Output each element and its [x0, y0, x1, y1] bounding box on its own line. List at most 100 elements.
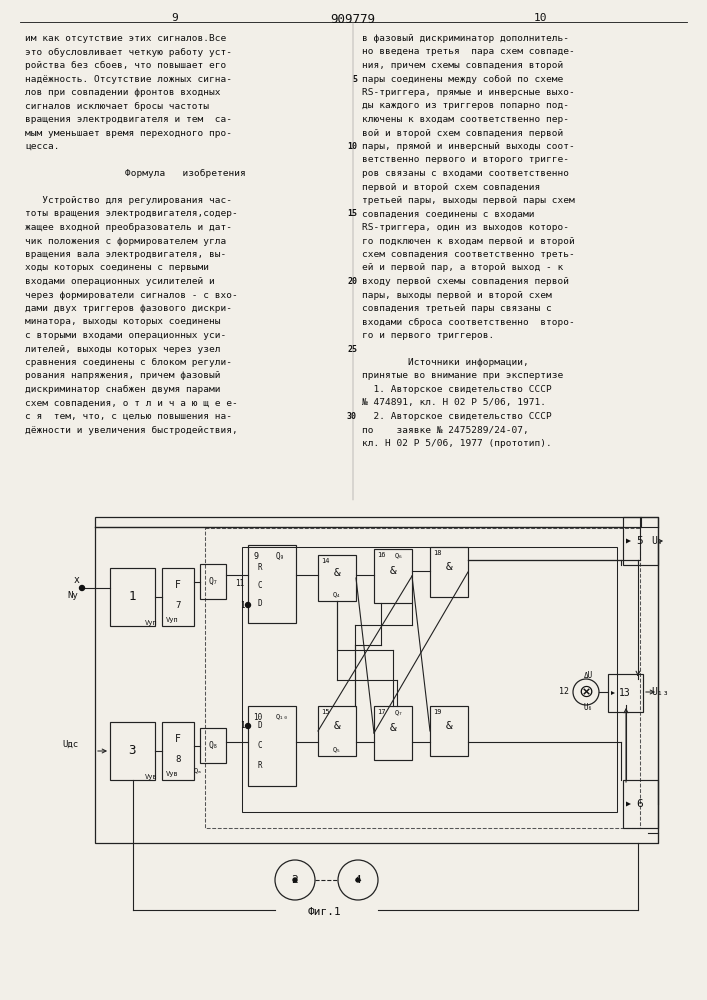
- Text: &: &: [390, 723, 397, 733]
- Text: &: &: [390, 566, 397, 576]
- Text: но введена третья  пара схем совпаде-: но введена третья пара схем совпаде-: [362, 47, 575, 56]
- Text: 15: 15: [347, 210, 357, 219]
- Text: 5: 5: [636, 536, 643, 546]
- Text: чик положения с формирователем угла: чик положения с формирователем угла: [25, 236, 226, 245]
- Text: третьей пары, выходы первой пары схем: третьей пары, выходы первой пары схем: [362, 196, 575, 205]
- Text: 9: 9: [253, 552, 258, 561]
- Text: совпадения третьей пары связаны с: совпадения третьей пары связаны с: [362, 304, 551, 313]
- Text: Vуп: Vуп: [166, 617, 179, 623]
- Text: в фазовый дискриминатор дополнитель-: в фазовый дискриминатор дополнитель-: [362, 34, 569, 43]
- Text: вой и второй схем совпадения первой: вой и второй схем совпадения первой: [362, 128, 563, 137]
- Text: первой и второй схем совпадения: первой и второй схем совпадения: [362, 182, 540, 192]
- Text: 10: 10: [533, 13, 547, 23]
- Text: ров связаны с входами соответственно: ров связаны с входами соответственно: [362, 169, 569, 178]
- Text: &: &: [334, 721, 340, 731]
- Text: 7: 7: [175, 601, 181, 610]
- Text: входами операционных усилителей и: входами операционных усилителей и: [25, 277, 215, 286]
- Text: вращения вала электродвигателя, вы-: вращения вала электродвигателя, вы-: [25, 250, 226, 259]
- Circle shape: [293, 878, 297, 882]
- Text: это обусловливает четкую работу уст-: это обусловливает четкую работу уст-: [25, 47, 232, 57]
- Text: через формирователи сигналов - с вхо-: через формирователи сигналов - с вхо-: [25, 290, 238, 300]
- Text: 20: 20: [347, 277, 357, 286]
- Text: ей и первой пар, а второй выход - к: ей и первой пар, а второй выход - к: [362, 263, 563, 272]
- Text: ΔU: ΔU: [583, 672, 592, 680]
- Text: 1: 1: [240, 600, 245, 609]
- Text: № 474891, кл. Н 02 Р 5/06, 1971.: № 474891, кл. Н 02 Р 5/06, 1971.: [362, 398, 546, 408]
- Text: Vуп: Vуп: [145, 620, 158, 626]
- Text: 14: 14: [321, 558, 329, 564]
- Text: RS-триггера, один из выходов которо-: RS-триггера, один из выходов которо-: [362, 223, 569, 232]
- Text: по    заявке № 2475289/24-07,: по заявке № 2475289/24-07,: [362, 426, 529, 434]
- Text: 909779: 909779: [330, 13, 375, 26]
- Text: C: C: [257, 742, 262, 750]
- Text: ⊗: ⊗: [578, 683, 594, 701]
- Text: 4: 4: [355, 875, 361, 885]
- Text: принятые во внимание при экспертизе: принятые во внимание при экспертизе: [362, 371, 563, 380]
- Text: лов при совпадении фронтов входных: лов при совпадении фронтов входных: [25, 88, 221, 97]
- Text: 8: 8: [175, 756, 181, 764]
- Bar: [110, 722, 155, 780]
- Polygon shape: [626, 538, 631, 544]
- Text: 16: 16: [377, 552, 385, 558]
- Text: C: C: [257, 580, 262, 589]
- Text: Qₐ: Qₐ: [194, 767, 202, 773]
- Circle shape: [356, 878, 360, 882]
- Text: го и первого триггеров.: го и первого триггеров.: [362, 331, 494, 340]
- Text: го подключен к входам первой и второй: го подключен к входам первой и второй: [362, 236, 575, 245]
- Text: минатора, выходы которых соединены: минатора, выходы которых соединены: [25, 318, 221, 326]
- Text: цесса.: цесса.: [25, 142, 59, 151]
- Text: рования напряжения, причем фазовый: рования напряжения, причем фазовый: [25, 371, 221, 380]
- Text: 25: 25: [347, 344, 357, 354]
- Text: 10: 10: [347, 142, 357, 151]
- Text: Uдс: Uдс: [62, 740, 78, 748]
- Text: ветственно первого и второго тригге-: ветственно первого и второго тригге-: [362, 155, 569, 164]
- Text: 12: 12: [559, 688, 569, 696]
- Circle shape: [245, 724, 250, 728]
- Text: сравнения соединены с блоком регули-: сравнения соединены с блоком регули-: [25, 358, 232, 367]
- Text: ходы которых соединены с первыми: ходы которых соединены с первыми: [25, 263, 209, 272]
- Text: жащее входной преобразователь и дат-: жащее входной преобразователь и дат-: [25, 223, 232, 232]
- Text: 19: 19: [433, 709, 441, 715]
- Text: Устройство для регулирования час-: Устройство для регулирования час-: [25, 196, 232, 205]
- Text: Формула   изобретения: Формула изобретения: [124, 169, 245, 178]
- Text: дёжности и увеличения быстродействия,: дёжности и увеличения быстродействия,: [25, 426, 238, 435]
- Text: 1: 1: [128, 590, 136, 603]
- Bar: [248, 706, 296, 786]
- Polygon shape: [626, 802, 631, 806]
- Text: 30: 30: [347, 412, 357, 421]
- Text: 10: 10: [253, 713, 262, 722]
- Text: 17: 17: [377, 709, 385, 715]
- Text: 1: 1: [240, 722, 245, 730]
- Text: Q₅: Q₅: [333, 746, 341, 752]
- Bar: [608, 674, 643, 712]
- Text: Q₄: Q₄: [333, 591, 341, 597]
- Bar: [162, 568, 194, 626]
- Text: Vув: Vув: [166, 771, 179, 777]
- Text: RS-триггера, прямые и инверсные выхо-: RS-триггера, прямые и инверсные выхо-: [362, 88, 575, 97]
- Text: Источники информации,: Источники информации,: [362, 358, 529, 367]
- Text: лителей, выходы которых через узел: лителей, выходы которых через узел: [25, 344, 221, 354]
- Bar: [623, 780, 658, 828]
- Polygon shape: [611, 691, 615, 695]
- Bar: [242, 547, 617, 812]
- Bar: [162, 722, 194, 780]
- Text: х: х: [74, 575, 80, 585]
- Text: пары, выходы первой и второй схем: пары, выходы первой и второй схем: [362, 290, 551, 300]
- Text: надёжность. Отсутствие ложных сигна-: надёжность. Отсутствие ложных сигна-: [25, 75, 232, 84]
- Bar: [205, 528, 640, 828]
- Text: F: F: [175, 580, 181, 590]
- Bar: [430, 706, 468, 756]
- Text: ройства без сбоев, что повышает его: ройства без сбоев, что повышает его: [25, 61, 226, 70]
- Text: D: D: [257, 598, 262, 607]
- Text: Q₈: Q₈: [208, 740, 218, 750]
- Bar: [200, 564, 226, 599]
- Text: пары, прямой и инверсный выходы соот-: пары, прямой и инверсный выходы соот-: [362, 142, 575, 151]
- Text: вращения электродвигателя и тем  са-: вращения электродвигателя и тем са-: [25, 115, 232, 124]
- Text: ния, причем схемы совпадения второй: ния, причем схемы совпадения второй: [362, 61, 563, 70]
- Text: ды каждого из триггеров попарно под-: ды каждого из триггеров попарно под-: [362, 102, 569, 110]
- Text: дами двух триггеров фазового дискри-: дами двух триггеров фазового дискри-: [25, 304, 232, 313]
- Circle shape: [79, 585, 85, 590]
- Text: входами сброса соответственно  второ-: входами сброса соответственно второ-: [362, 318, 575, 327]
- Bar: [318, 706, 356, 756]
- Bar: [430, 547, 468, 597]
